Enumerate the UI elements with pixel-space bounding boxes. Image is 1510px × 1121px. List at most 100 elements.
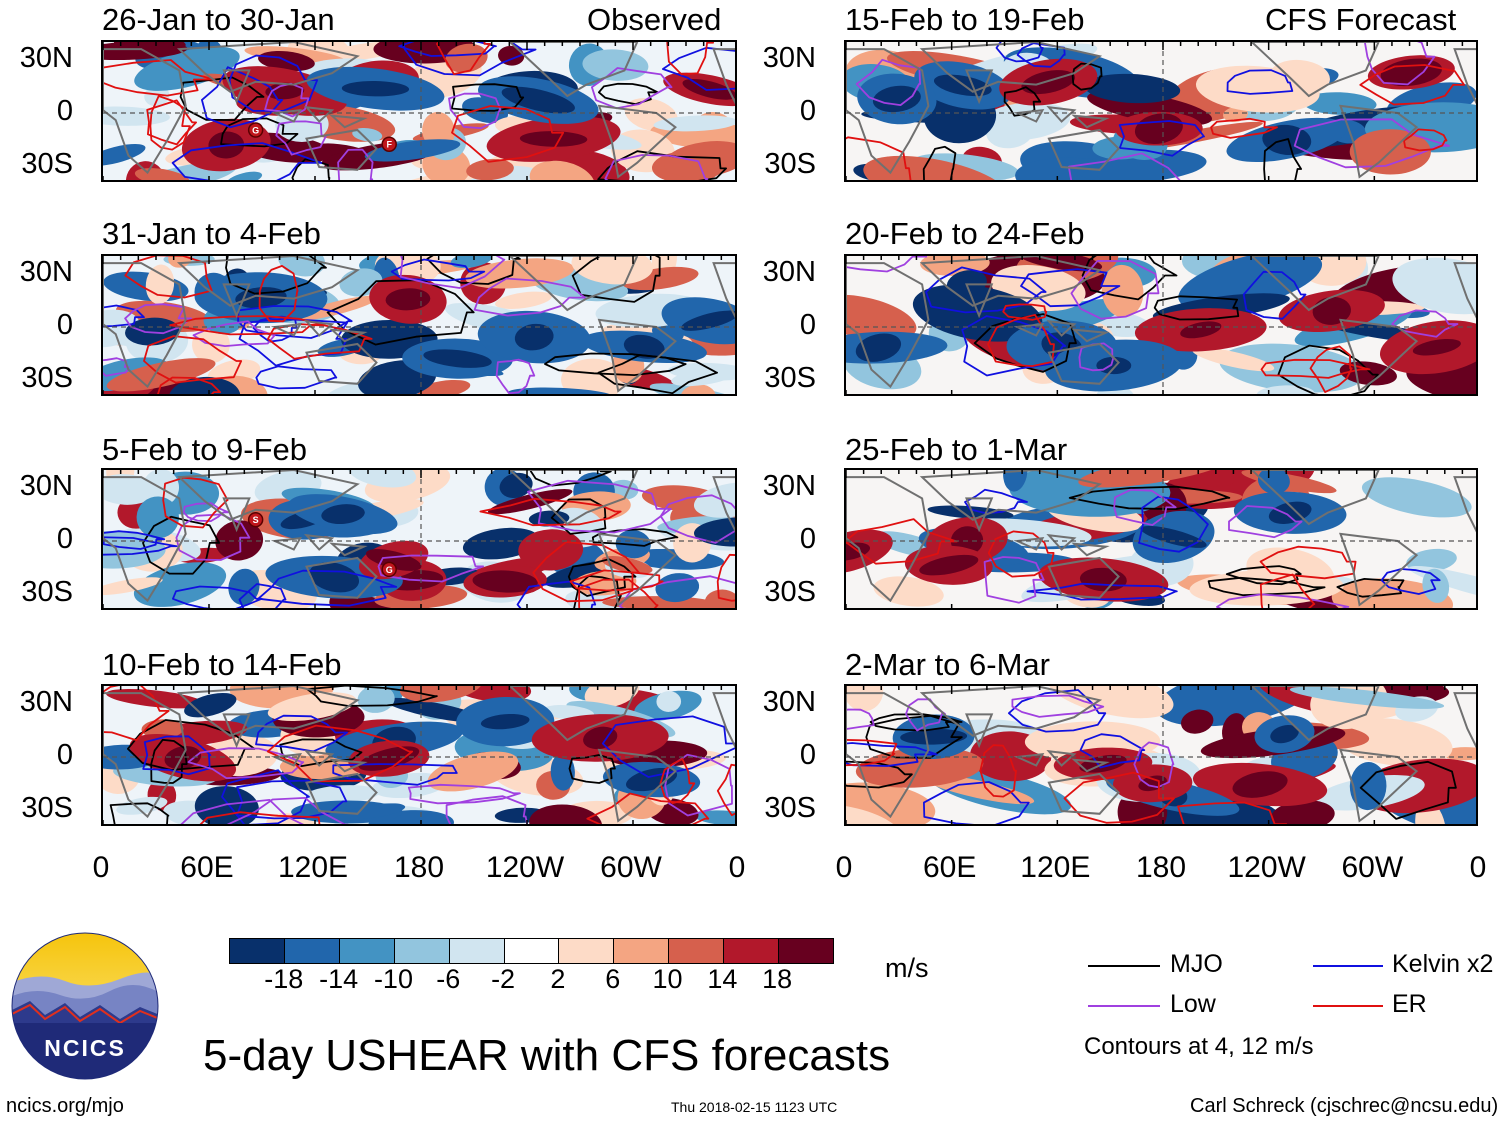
contour-low: [846, 256, 928, 273]
latitude-label: 30S: [764, 576, 816, 609]
coastline: [103, 48, 187, 175]
contour-er: [1210, 117, 1278, 139]
contour-mjo: [1068, 485, 1231, 510]
latitude-label: 0: [56, 523, 73, 555]
contour-note: Contours at 4, 12 m/s: [1084, 1033, 1314, 1060]
contour-kelvin-x2: [961, 315, 1067, 377]
shear-anomaly-patch: [1178, 256, 1323, 312]
contour-kelvin-x2: [1380, 568, 1441, 595]
legend-line-low: [1088, 1005, 1160, 1007]
contour-low: [399, 256, 506, 289]
colorbar-segment: [338, 939, 394, 963]
shear-anomaly-patch: [1196, 470, 1238, 487]
shear-map: [846, 470, 1476, 608]
shear-anomaly-patch: [846, 686, 884, 712]
shear-anomaly-patch: [1180, 321, 1222, 339]
coastline: [712, 692, 735, 749]
shear-anomaly-patch: [278, 256, 325, 277]
shear-anomaly-patch: [529, 804, 603, 824]
latitude-label: 30N: [19, 469, 73, 502]
contour-mjo: [846, 760, 913, 789]
coastline: [846, 262, 930, 389]
contour-er: [659, 758, 696, 804]
latitude-label: 0: [56, 95, 73, 127]
coastline: [329, 758, 368, 773]
contour-mjo: [426, 256, 521, 285]
storm-label: F: [386, 140, 392, 150]
contour-er: [199, 811, 321, 824]
latitude-label: 30S: [21, 792, 73, 825]
contour-low: [1363, 42, 1436, 86]
shear-anomaly-patch: [141, 719, 184, 739]
contour-mjo: [1263, 138, 1302, 180]
contour-low: [275, 120, 328, 156]
contour-mjo: [1359, 760, 1457, 820]
colorbar-tick-label: -14: [319, 964, 359, 994]
coastline: [712, 262, 735, 319]
colorbar-segment: [778, 939, 833, 963]
shear-anomaly-patch: [385, 288, 431, 311]
contour-er: [1309, 345, 1353, 393]
coastline: [304, 320, 335, 337]
shear-anomaly-patch: [1312, 296, 1351, 325]
shear-anomaly-patch: [498, 45, 525, 66]
contour-er: [586, 792, 710, 824]
contour-kelvin-x2: [923, 781, 1030, 824]
coastline: [1071, 114, 1110, 129]
shear-anomaly-patch: [1181, 709, 1214, 734]
forecast-header: CFS Forecast: [1265, 2, 1457, 37]
contour-kelvin-x2: [1079, 733, 1146, 769]
contour-er: [846, 136, 912, 180]
longitude-label: 60E: [180, 851, 234, 884]
contour-low: [1293, 118, 1450, 169]
shear-anomaly-patch: [487, 489, 573, 515]
shear-anomaly-patch: [1422, 568, 1450, 603]
shear-anomaly-patch: [342, 803, 406, 820]
contour-er: [987, 530, 1055, 578]
shear-anomaly-patch: [601, 556, 653, 574]
panel-title: 2-Mar to 6-Mar: [845, 647, 1050, 682]
shear-anomaly-patch: [1339, 361, 1397, 386]
shear-anomaly-patch: [1336, 718, 1453, 767]
shear-anomaly-patch: [472, 570, 538, 593]
contour-er: [1063, 771, 1175, 824]
shear-anomaly-patch: [450, 256, 493, 269]
shear-anomaly-patch: [103, 143, 146, 166]
longitude-label: 180: [393, 851, 445, 884]
latitude-label: 30S: [21, 362, 73, 395]
footer-timestamp: Thu 2018-02-15 1123 UTC: [671, 1099, 838, 1115]
shear-anomaly-patch: [1361, 477, 1472, 518]
coastline: [846, 48, 930, 175]
colorbar-segment: [558, 939, 614, 963]
contour-kelvin-x2: [402, 42, 537, 77]
contour-kelvin-x2: [221, 769, 310, 824]
legend-label: ER: [1392, 990, 1427, 1018]
shear-anomaly-patch: [266, 813, 320, 824]
coastline: [305, 772, 378, 815]
coastline: [1047, 128, 1120, 171]
legend-label: Kelvin x2: [1392, 950, 1494, 978]
contour-kelvin-x2: [255, 365, 338, 390]
shear-anomaly-patch: [267, 692, 357, 722]
map-panel-p4: [101, 684, 737, 826]
coastline: [103, 692, 187, 819]
panel-title: 15-Feb to 19-Feb: [845, 2, 1085, 37]
contour-low: [1228, 505, 1303, 539]
contour-er: [1403, 128, 1448, 152]
main-title: 5-day USHEAR with CFS forecasts: [203, 1031, 891, 1080]
contour-mjo: [1225, 565, 1302, 586]
contour-low: [591, 67, 673, 110]
shear-anomaly-patch: [693, 517, 735, 547]
shear-anomaly-patch: [1257, 470, 1290, 495]
coastline: [508, 686, 639, 742]
contour-kelvin-x2: [601, 715, 735, 778]
map-panel-p8: [844, 684, 1478, 826]
coastline: [1250, 470, 1380, 526]
colorbar-segment: [448, 939, 504, 963]
shear-anomaly-patch: [136, 496, 180, 539]
shear-anomaly-patch: [1078, 470, 1230, 488]
coastline: [1250, 42, 1380, 98]
latitude-label: 30S: [764, 362, 816, 395]
latitude-label: 0: [799, 739, 816, 771]
logo-text: NCICS: [44, 1035, 126, 1061]
